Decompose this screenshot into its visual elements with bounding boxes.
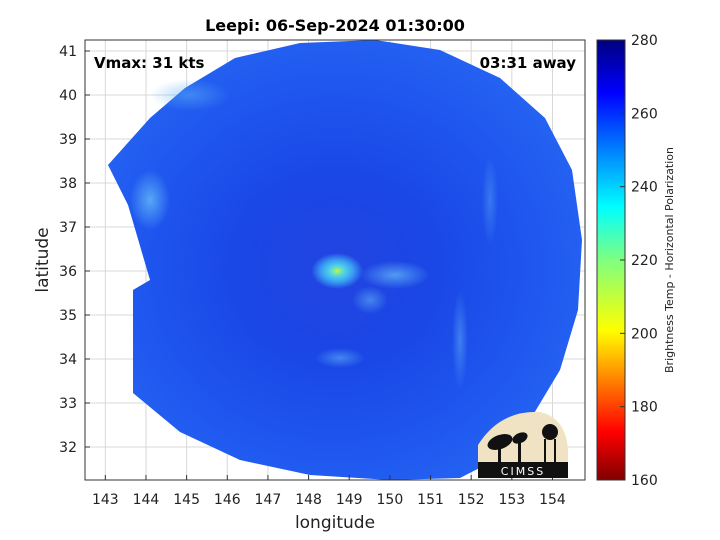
y-tick-label: 35 <box>59 308 77 324</box>
cloud-band <box>130 170 170 230</box>
water-tower-icon <box>542 424 558 440</box>
y-tick-label: 36 <box>59 264 77 280</box>
y-axis-ticks: 32 33 34 35 36 37 38 39 40 41 <box>59 44 90 456</box>
colorbar-label: Brightness Temp - Horizontal Polarizatio… <box>663 147 676 373</box>
y-tick-label: 33 <box>59 396 77 412</box>
x-tick-label: 146 <box>214 492 241 508</box>
colorbar-tick-label: 180 <box>631 400 658 416</box>
x-tick-label: 152 <box>458 492 485 508</box>
axes-frame <box>84 39 586 481</box>
x-tick-label: 151 <box>417 492 444 508</box>
colorbar-tick-label: 280 <box>631 33 658 49</box>
x-tick-label: 150 <box>377 492 404 508</box>
y-tick-label: 39 <box>59 132 77 148</box>
x-tick-label: 147 <box>255 492 282 508</box>
cloud-band <box>452 290 468 390</box>
cloud-band <box>315 348 365 368</box>
swath-image <box>108 40 582 480</box>
vmax-annotation: Vmax: 31 kts <box>94 54 204 72</box>
x-tick-label: 154 <box>539 492 566 508</box>
x-axis-label: longitude <box>295 513 375 533</box>
satellite-dish-icon <box>512 432 528 444</box>
y-tick-label: 41 <box>59 44 77 60</box>
colorbar: 160 180 200 220 240 260 280 Brightness Temp - … <box>596 33 676 489</box>
cloud-band <box>150 79 230 111</box>
colorbar-tick-label: 200 <box>631 326 658 342</box>
colorbar-ticks: 160 180 200 220 240 260 280 <box>620 33 658 489</box>
y-tick-label: 34 <box>59 352 77 368</box>
colorbar-tick-label: 220 <box>631 253 658 269</box>
storm-eye <box>311 253 364 289</box>
cloud-band <box>352 286 388 314</box>
colorbar-tick-label: 160 <box>631 473 658 489</box>
logo-text: CIMSS <box>501 465 545 478</box>
time-away-annotation: 03:31 away <box>480 54 577 72</box>
x-tick-label: 143 <box>92 492 119 508</box>
chart-title: Leepi: 06-Sep-2024 01:30:00 <box>205 16 465 35</box>
cloud-band <box>482 155 498 245</box>
x-tick-label: 153 <box>498 492 525 508</box>
y-tick-label: 38 <box>59 176 77 192</box>
y-tick-label: 40 <box>59 88 77 104</box>
x-tick-label: 149 <box>336 492 363 508</box>
colorbar-tick-label: 240 <box>631 180 658 196</box>
cimss-logo: CIMSS <box>478 411 568 478</box>
x-tick-label: 148 <box>295 492 322 508</box>
cloud-band <box>360 261 430 289</box>
y-tick-label: 32 <box>59 440 77 456</box>
x-axis-ticks: 143 144 145 146 147 148 149 150 151 152 153 154 <box>92 475 566 508</box>
satellite-dish-icon <box>487 434 513 450</box>
colorbar-tick-label: 260 <box>631 106 658 122</box>
y-tick-label: 37 <box>59 220 77 236</box>
x-tick-label: 145 <box>173 492 200 508</box>
x-tick-label: 144 <box>133 492 160 508</box>
y-axis-label: latitude <box>33 227 53 292</box>
